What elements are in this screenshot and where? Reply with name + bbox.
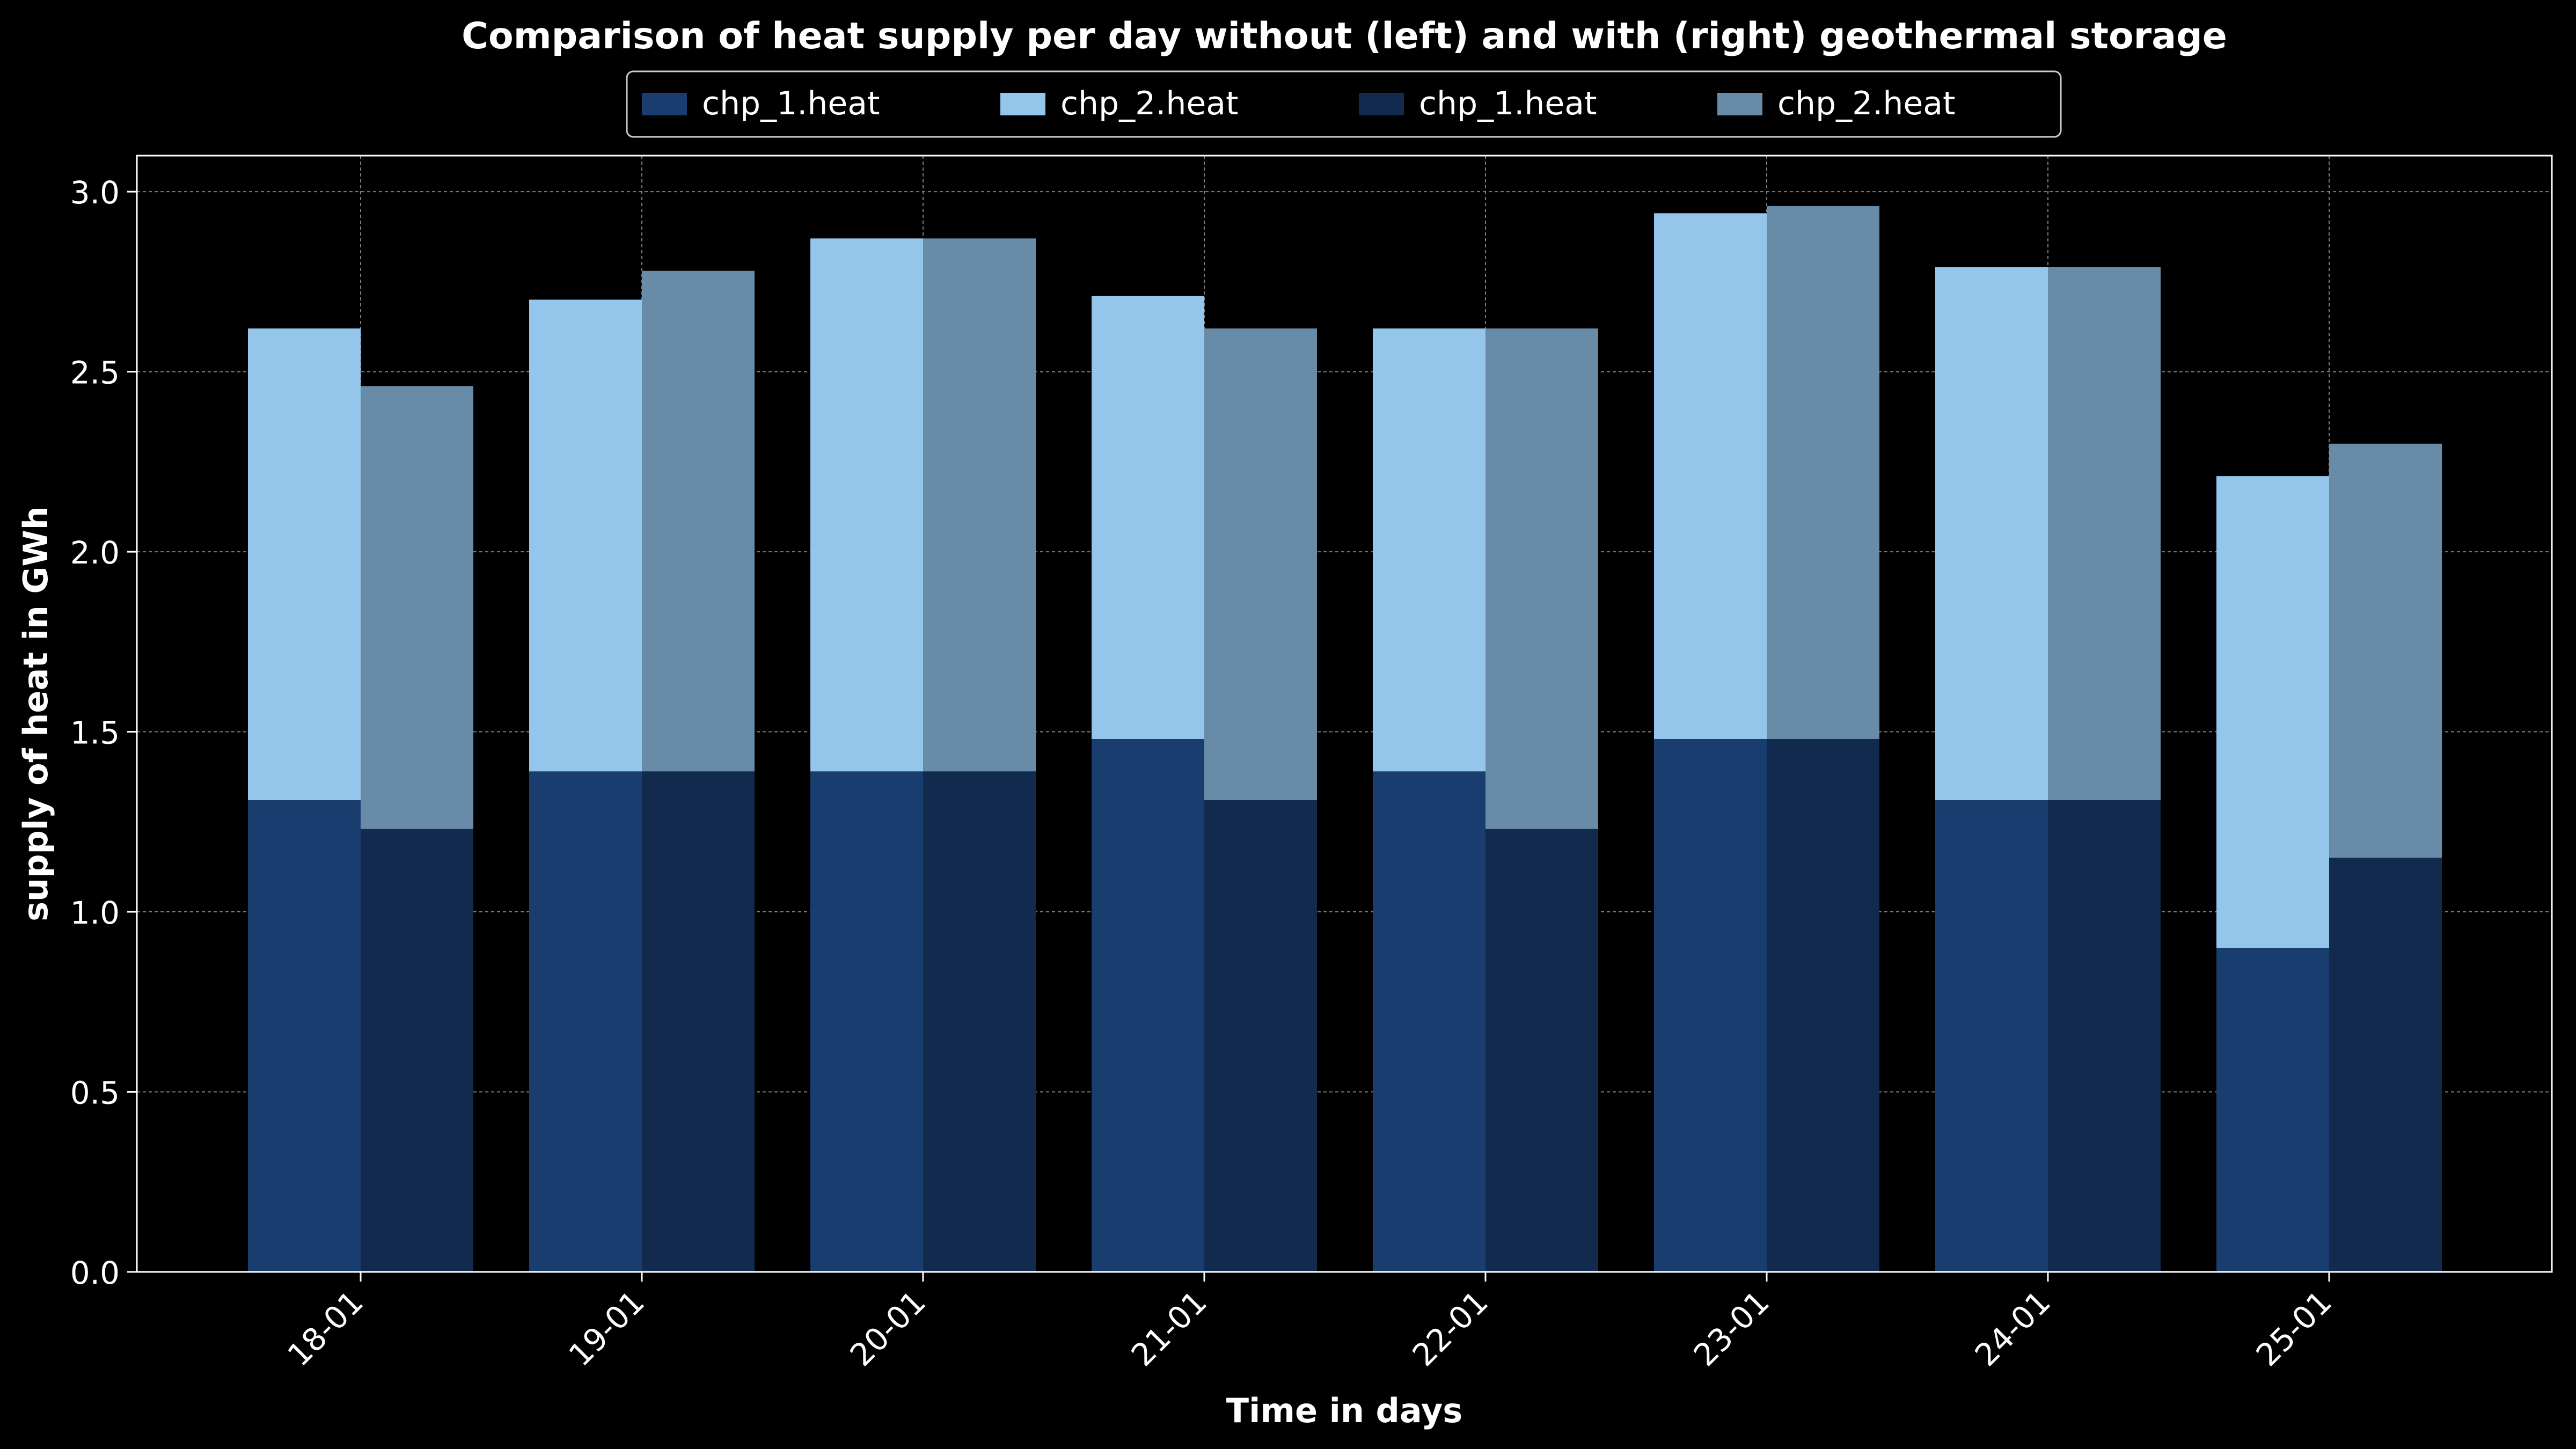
y-axis-label: supply of heat in GWh (16, 506, 55, 921)
bar-left-chp-2-heat (1654, 213, 1767, 739)
bar-right-chp-1-heat (642, 771, 755, 1272)
legend-label: chp_1.heat (1419, 85, 1597, 122)
bar-left-chp-1-heat (1092, 738, 1204, 1272)
chart-title: Comparison of heat supply per day withou… (462, 15, 2227, 57)
bar-left-chp-2-heat (810, 238, 923, 772)
bar-right-chp-1-heat (1485, 829, 1598, 1272)
y-tick-label: 3.0 (70, 174, 120, 211)
bar-left-chp-2-heat (1373, 328, 1485, 772)
legend-label: chp_1.heat (702, 85, 880, 122)
bar-right-chp-2-heat (2329, 443, 2442, 858)
x-axis-label: Time in days (1226, 1391, 1462, 1430)
bar-left-chp-1-heat (810, 771, 923, 1272)
y-axis: 0.0 0.5 1.0 1.5 2.0 2.5 3.0 (70, 174, 137, 1291)
bar-left-chp-2-heat (1935, 267, 2048, 801)
bar-left-chp-1-heat (1935, 800, 2048, 1272)
bar-right-chp-2-heat (1204, 328, 1317, 801)
legend-label: chp_2.heat (1777, 85, 1956, 122)
bar-right-chp-2-heat (642, 270, 755, 772)
bar-right-chp-1-heat (2048, 800, 2161, 1272)
bar-right-chp-2-heat (923, 238, 1036, 772)
bar-left-chp-1-heat (1654, 738, 1767, 1272)
bar-left-chp-2-heat (1092, 296, 1204, 739)
legend-swatch (1359, 93, 1404, 115)
bar-right-chp-1-heat (1767, 738, 1879, 1272)
legend-swatch (1717, 93, 1762, 115)
bar-right-chp-1-heat (2329, 858, 2442, 1272)
plot-frame (136, 155, 2553, 1273)
legend-frame (626, 70, 2062, 138)
bar-left-chp-1-heat (529, 771, 642, 1272)
bar-right-chp-2-heat (361, 386, 473, 829)
bar-left-chp-2-heat (2216, 476, 2329, 948)
bar-right-chp-2-heat (1767, 206, 1879, 739)
legend-label: chp_2.heat (1060, 85, 1239, 122)
y-tick-label: 2.0 (70, 535, 120, 571)
bar-right-chp-1-heat (923, 771, 1036, 1272)
bar-right-chp-2-heat (1485, 328, 1598, 829)
bar-right-chp-2-heat (2048, 267, 2161, 801)
y-tick-label: 2.5 (70, 355, 120, 391)
y-tick-label: 1.5 (70, 715, 120, 751)
bar-left-chp-1-heat (2216, 948, 2329, 1272)
bar-left-chp-2-heat (529, 299, 642, 772)
bar-left-chp-1-heat (248, 800, 361, 1272)
bars (248, 206, 2442, 1272)
legend-swatch (642, 93, 687, 115)
bar-right-chp-1-heat (1204, 800, 1317, 1272)
y-tick-label: 1.0 (70, 895, 120, 931)
legend-swatch (1000, 93, 1045, 115)
bar-left-chp-1-heat (1373, 771, 1485, 1272)
bar-right-chp-1-heat (361, 829, 473, 1272)
legend: chp_1.heat chp_2.heat chp_1.heat chp_2.heat (626, 70, 2062, 138)
y-tick-label: 0.5 (70, 1075, 120, 1111)
y-tick-label: 0.0 (70, 1255, 120, 1291)
bar-left-chp-2-heat (248, 328, 361, 801)
